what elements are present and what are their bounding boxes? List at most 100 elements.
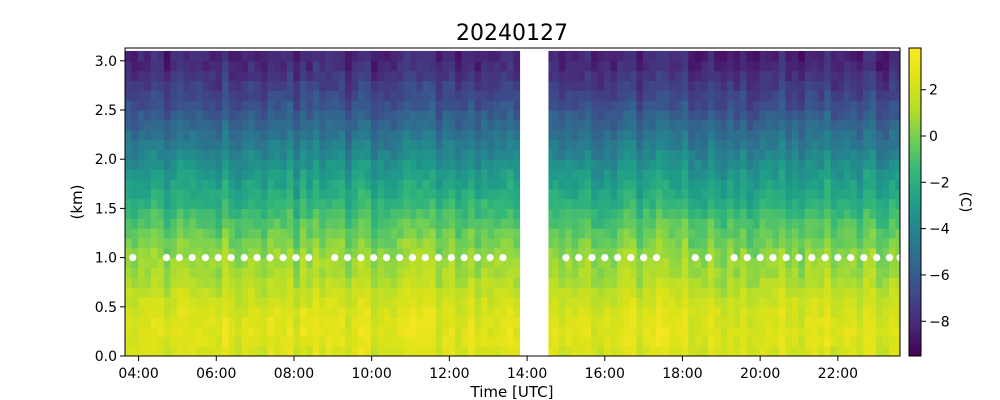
heatmap-cell: [209, 90, 217, 101]
heatmap-cell: [584, 169, 592, 180]
heatmap-cell: [597, 50, 605, 62]
heatmap-cell: [196, 208, 204, 219]
heatmap-cell: [358, 336, 366, 347]
heatmap-cell: [235, 257, 243, 269]
heatmap-cell: [429, 129, 437, 141]
heatmap-cell: [843, 228, 851, 239]
heatmap-cell: [850, 70, 858, 82]
heatmap-cell: [163, 277, 171, 288]
heatmap-cell: [325, 267, 333, 278]
heatmap-cell: [306, 149, 314, 160]
heatmap-cell: [623, 326, 631, 337]
heatmap-cell: [267, 346, 275, 356]
heatmap-cell: [137, 346, 146, 356]
heatmap-cell: [571, 218, 579, 229]
heatmap-cell: [371, 287, 379, 298]
heatmap-cell: [552, 149, 560, 160]
heatmap-cell: [494, 326, 502, 337]
heatmap-cell: [273, 139, 281, 150]
heatmap-cell: [338, 306, 346, 318]
heatmap-cell: [778, 119, 786, 131]
heatmap-cell: [248, 336, 256, 347]
heatmap-cell: [759, 50, 767, 62]
heatmap-cell: [804, 50, 812, 62]
heatmap-cell: [241, 198, 249, 209]
data-marker: [873, 254, 881, 262]
heatmap-cell: [630, 316, 638, 328]
heatmap-cell: [740, 129, 748, 141]
heatmap-cell: [824, 306, 832, 318]
heatmap-cell: [830, 326, 838, 337]
heatmap-cell: [791, 296, 799, 308]
heatmap-cell: [642, 326, 651, 337]
heatmap-cell: [552, 109, 560, 121]
heatmap-cell: [209, 178, 217, 190]
heatmap-cell: [850, 237, 858, 249]
heatmap-cell: [798, 80, 806, 91]
heatmap-cell: [778, 218, 786, 229]
heatmap-cell: [707, 60, 715, 72]
heatmap-cell: [183, 326, 191, 337]
heatmap-cell: [843, 346, 851, 356]
heatmap-cell: [125, 159, 133, 170]
heatmap-cell: [280, 109, 288, 121]
heatmap-cell: [513, 287, 521, 298]
heatmap-cell: [312, 80, 320, 91]
heatmap-cell: [280, 237, 288, 249]
heatmap-cell: [778, 346, 786, 356]
heatmap-cell: [338, 139, 346, 150]
heatmap-cell: [455, 346, 463, 356]
heatmap-cell: [358, 267, 366, 278]
heatmap-cell: [280, 139, 288, 150]
heatmap-cell: [513, 129, 521, 141]
heatmap-cell: [798, 139, 806, 150]
heatmap-cell: [642, 277, 651, 288]
heatmap-cell: [332, 80, 340, 91]
heatmap-cell: [824, 60, 832, 72]
data-marker: [201, 254, 210, 262]
heatmap-cell: [694, 70, 702, 82]
heatmap-cell: [448, 149, 456, 160]
heatmap-cell: [448, 326, 456, 337]
heatmap-cell: [351, 287, 359, 298]
heatmap-cell: [299, 277, 307, 288]
heatmap-cell: [487, 169, 495, 180]
heatmap-cell: [649, 208, 657, 219]
heatmap-cell: [630, 100, 638, 111]
heatmap-cell: [176, 228, 184, 239]
heatmap-cell: [383, 306, 392, 318]
heatmap-cell: [791, 80, 799, 91]
heatmap-cell: [176, 326, 184, 337]
heatmap-cell: [416, 149, 424, 160]
heatmap-cell: [293, 326, 301, 337]
heatmap-cell: [215, 218, 223, 229]
heatmap-cell: [681, 90, 689, 101]
heatmap-cell: [655, 208, 663, 219]
heatmap-cell: [228, 188, 236, 200]
heatmap-cell: [435, 257, 443, 269]
heatmap-cell: [746, 119, 754, 131]
heatmap-cell: [358, 188, 366, 200]
heatmap-cell: [293, 109, 301, 121]
heatmap-cell: [623, 198, 631, 209]
heatmap-cell: [196, 188, 204, 200]
heatmap-cell: [545, 247, 553, 259]
heatmap-cell: [494, 267, 502, 278]
heatmap-cell: [241, 237, 249, 249]
heatmap-cell: [345, 188, 353, 200]
heatmap-cell: [455, 119, 463, 131]
heatmap-cell: [494, 169, 502, 180]
heatmap-cell: [183, 218, 191, 229]
heatmap-cell: [273, 178, 281, 190]
heatmap-cell: [448, 336, 456, 347]
heatmap-cell: [163, 119, 171, 131]
heatmap-cell: [157, 287, 165, 298]
heatmap-cell: [338, 208, 346, 219]
heatmap-cell: [869, 306, 877, 318]
heatmap-cell: [170, 60, 178, 72]
heatmap-cell: [720, 296, 728, 308]
heatmap-cell: [416, 287, 424, 298]
heatmap-cell: [455, 60, 463, 72]
heatmap-cell: [403, 326, 411, 337]
heatmap-cell: [850, 188, 858, 200]
